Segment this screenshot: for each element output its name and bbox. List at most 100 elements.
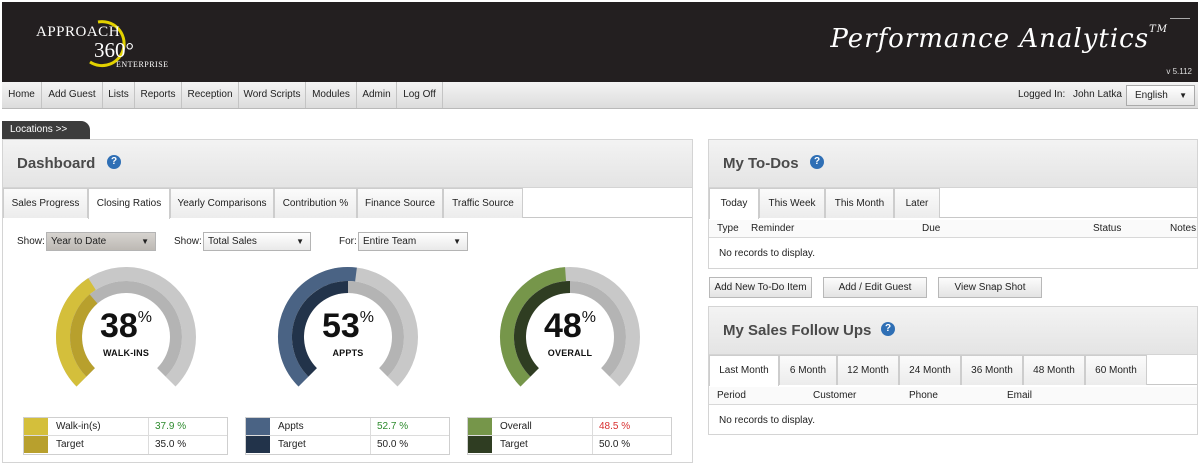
nav-log-off[interactable]: Log Off <box>397 82 443 108</box>
tab-contribution[interactable]: Contribution % <box>274 188 357 218</box>
gauge-walk-ins-label: WALK-INS <box>102 348 150 358</box>
period-select-value: Year to Date <box>51 236 107 247</box>
gauge-appts-value: 53% <box>274 307 422 346</box>
col-customer[interactable]: Customer <box>813 390 857 401</box>
tab-last-month[interactable]: Last Month <box>709 355 779 386</box>
tab-today[interactable]: Today <box>709 188 759 219</box>
tab-12-month[interactable]: 12 Month <box>837 355 899 385</box>
legend-row: Target 50.0 % <box>246 436 449 454</box>
team-select[interactable]: Entire Team ▼ <box>358 232 468 251</box>
tab-6-month[interactable]: 6 Month <box>779 355 837 385</box>
col-reminder[interactable]: Reminder <box>751 223 795 234</box>
tab-finance-source[interactable]: Finance Source <box>357 188 443 218</box>
gauge-appts-number: 53 <box>321 307 360 345</box>
approach-360-logo[interactable]: APPROACH 360° ENTERPRISE <box>32 14 172 74</box>
view-snapshot-button[interactable]: View Snap Shot <box>938 277 1042 298</box>
tab-24-month[interactable]: 24 Month <box>899 355 961 385</box>
todos-title: My To-Dos <box>723 155 799 172</box>
legend-value: 50.0 % <box>592 436 674 454</box>
gauge-overall: 48% OVERALL <box>496 263 644 411</box>
help-icon[interactable]: ? <box>810 155 824 169</box>
followups-grid-header: Period Customer Phone Email <box>709 387 1197 405</box>
tab-60-month[interactable]: 60 Month <box>1085 355 1147 385</box>
tab-48-month[interactable]: 48 Month <box>1023 355 1085 385</box>
chevron-down-icon: ▼ <box>141 237 149 246</box>
tab-later[interactable]: Later <box>894 188 940 218</box>
product-title: Performance AnalyticsTM <box>830 24 1168 54</box>
col-status[interactable]: Status <box>1093 223 1122 234</box>
gauge-walk-ins-unit: % <box>137 309 153 326</box>
chevron-down-icon: ▼ <box>296 237 304 246</box>
tab-this-week[interactable]: This Week <box>759 188 825 218</box>
legend-swatch <box>24 418 48 435</box>
gauge-target-arc <box>514 281 571 377</box>
nav-home[interactable]: Home <box>2 82 42 108</box>
language-value: English <box>1135 90 1168 101</box>
col-email[interactable]: Email <box>1007 390 1033 401</box>
gauge-walk-ins-value: 38% <box>52 307 200 346</box>
legend-value: 48.5 % <box>592 418 674 436</box>
help-icon[interactable]: ? <box>107 155 121 169</box>
gauge-walk-ins-number: 38 <box>99 307 138 345</box>
followups-title: My Sales Follow Ups <box>723 322 872 339</box>
header-divider <box>1170 18 1190 19</box>
legend-value: 52.7 % <box>370 418 452 436</box>
nav-lists[interactable]: Lists <box>103 82 135 108</box>
legend-row: Target 50.0 % <box>468 436 671 454</box>
gauge-appts: 53% APPTS <box>274 263 422 411</box>
add-edit-guest-button[interactable]: Add / Edit Guest <box>823 277 927 298</box>
legend-name: Appts <box>278 421 304 432</box>
legend-name: Target <box>56 439 84 450</box>
tab-this-month[interactable]: This Month <box>825 188 894 218</box>
col-due[interactable]: Due <box>922 223 941 234</box>
gauge-overall-number: 48 <box>543 307 582 345</box>
legend-name: Overall <box>500 421 532 432</box>
gauge-actual-arc <box>500 267 567 387</box>
gauge-appts-label: APPTS <box>332 348 364 358</box>
legend-name: Walk-in(s) <box>56 421 101 432</box>
tab-traffic-source[interactable]: Traffic Source <box>443 188 523 218</box>
logo-approach-text: APPROACH <box>36 24 121 40</box>
logged-in-label: Logged In: <box>1018 89 1066 100</box>
col-phone[interactable]: Phone <box>909 390 938 401</box>
tab-sales-progress[interactable]: Sales Progress <box>3 188 88 218</box>
main-nav: Home Add Guest Lists Reports Reception W… <box>2 82 1198 109</box>
for-label: For: <box>339 236 357 247</box>
col-notes[interactable]: Notes <box>1170 223 1197 234</box>
dashboard-header: Dashboard ? <box>3 140 692 188</box>
todos-header: My To-Dos ? <box>709 140 1197 188</box>
col-type[interactable]: Type <box>717 223 739 234</box>
legend-value: 50.0 % <box>370 436 452 454</box>
followups-empty-message: No records to display. <box>719 415 815 426</box>
tab-yearly-comparisons[interactable]: Yearly Comparisons <box>170 188 274 218</box>
language-select[interactable]: English ▼ <box>1126 85 1195 106</box>
period-select[interactable]: Year to Date ▼ <box>46 232 156 251</box>
nav-word-scripts[interactable]: Word Scripts <box>239 82 306 108</box>
product-title-text: Performance Analytics <box>830 24 1150 54</box>
metric-select[interactable]: Total Sales ▼ <box>203 232 311 251</box>
logo-enterprise-text: ENTERPRISE <box>116 60 169 69</box>
tab-closing-ratios[interactable]: Closing Ratios <box>88 188 170 219</box>
nav-add-guest[interactable]: Add Guest <box>42 82 103 108</box>
gauge-actual-arc <box>56 278 96 387</box>
dashboard-tabs: Sales Progress Closing Ratios Yearly Com… <box>3 188 692 219</box>
dashboard-panel: Dashboard ? Sales Progress Closing Ratio… <box>2 139 693 463</box>
help-icon[interactable]: ? <box>881 322 895 336</box>
nav-modules[interactable]: Modules <box>306 82 357 108</box>
nav-reports[interactable]: Reports <box>135 82 182 108</box>
followups-header: My Sales Follow Ups ? <box>709 307 1197 355</box>
legend-value: 35.0 % <box>148 436 230 454</box>
chevron-down-icon: ▼ <box>1179 91 1187 100</box>
add-todo-button[interactable]: Add New To-Do Item <box>709 277 812 298</box>
todos-tabs: Today This Week This Month Later <box>709 188 1197 219</box>
show-metric-label: Show: <box>174 236 202 247</box>
tab-36-month[interactable]: 36 Month <box>961 355 1023 385</box>
nav-reception[interactable]: Reception <box>182 82 239 108</box>
legend-row: Overall 48.5 % <box>468 418 671 436</box>
legend-row: Appts 52.7 % <box>246 418 449 436</box>
version-label: v 5.112 <box>1166 67 1192 76</box>
locations-tab[interactable]: Locations >> <box>2 121 90 139</box>
gauge-overall-unit: % <box>581 309 597 326</box>
col-period[interactable]: Period <box>717 390 746 401</box>
nav-admin[interactable]: Admin <box>357 82 397 108</box>
